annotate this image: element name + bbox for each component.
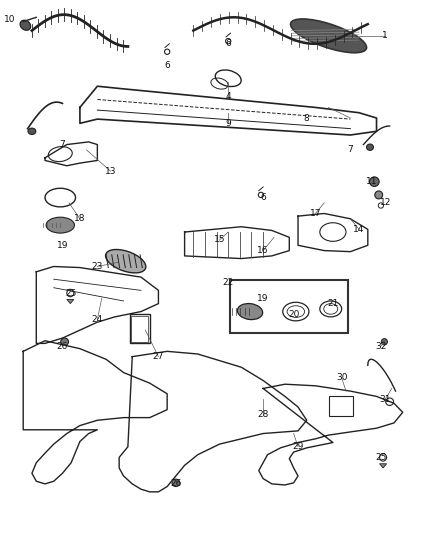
Text: 26: 26 — [170, 479, 181, 488]
Bar — [131, 316, 148, 342]
Ellipse shape — [28, 128, 36, 134]
Text: 15: 15 — [213, 236, 225, 245]
Text: 7: 7 — [60, 140, 65, 149]
Text: 6: 6 — [225, 39, 230, 49]
Polygon shape — [258, 384, 402, 485]
Ellipse shape — [237, 303, 262, 320]
Text: 12: 12 — [379, 198, 390, 207]
Text: 29: 29 — [292, 442, 303, 451]
Text: 25: 25 — [65, 288, 77, 297]
Text: 28: 28 — [257, 410, 268, 419]
Text: 10: 10 — [4, 15, 16, 25]
Text: 6: 6 — [260, 193, 265, 202]
Bar — [328, 396, 352, 416]
Text: 31: 31 — [378, 394, 390, 403]
Text: 4: 4 — [225, 92, 230, 101]
Text: 21: 21 — [326, 299, 338, 308]
Text: 24: 24 — [92, 315, 103, 324]
Text: 23: 23 — [92, 262, 103, 271]
Text: 8: 8 — [303, 114, 309, 123]
Ellipse shape — [106, 249, 145, 273]
Text: 20: 20 — [287, 310, 299, 319]
Ellipse shape — [290, 19, 366, 53]
Ellipse shape — [369, 177, 378, 187]
Text: 1: 1 — [381, 31, 387, 41]
Ellipse shape — [20, 20, 31, 30]
Polygon shape — [67, 300, 74, 304]
Text: 7: 7 — [347, 146, 353, 155]
Ellipse shape — [60, 338, 68, 345]
Polygon shape — [23, 341, 167, 484]
Text: 30: 30 — [335, 373, 346, 382]
Text: 9: 9 — [225, 119, 230, 128]
Ellipse shape — [366, 144, 373, 150]
Text: 19: 19 — [257, 294, 268, 303]
Text: 27: 27 — [152, 352, 164, 361]
Polygon shape — [379, 464, 386, 468]
Text: 17: 17 — [309, 209, 321, 218]
Ellipse shape — [374, 191, 382, 199]
Polygon shape — [36, 266, 158, 343]
Text: 26: 26 — [57, 342, 68, 351]
Text: 16: 16 — [257, 246, 268, 255]
Text: 18: 18 — [74, 214, 85, 223]
Bar — [130, 314, 149, 343]
Text: 22: 22 — [222, 278, 233, 287]
Text: 6: 6 — [164, 61, 170, 69]
Ellipse shape — [172, 479, 180, 487]
Ellipse shape — [46, 217, 74, 233]
Text: 13: 13 — [104, 166, 116, 175]
Text: 25: 25 — [374, 453, 386, 462]
Ellipse shape — [381, 338, 387, 345]
Bar — [230, 280, 347, 333]
Text: 14: 14 — [353, 225, 364, 234]
Text: 19: 19 — [57, 241, 68, 250]
Text: 32: 32 — [374, 342, 386, 351]
Text: 11: 11 — [366, 177, 377, 186]
Polygon shape — [119, 351, 306, 492]
